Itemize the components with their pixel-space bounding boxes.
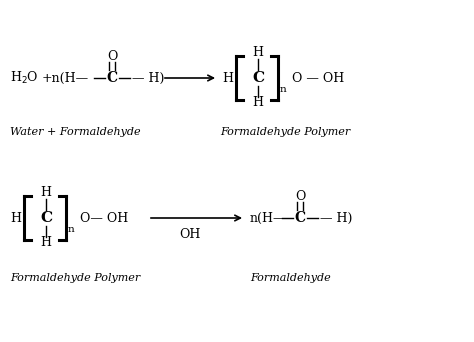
Text: +n(H—: +n(H— (42, 71, 89, 84)
Text: — H): — H) (320, 211, 352, 224)
Text: H: H (40, 237, 52, 250)
Text: H: H (253, 96, 264, 109)
Text: Formaldehyde Polymer: Formaldehyde Polymer (10, 273, 140, 283)
Text: O — OH: O — OH (292, 71, 344, 84)
Text: O— OH: O— OH (80, 211, 128, 224)
Text: C: C (294, 211, 306, 225)
Text: H$_2$O: H$_2$O (10, 70, 38, 86)
Text: C: C (252, 71, 264, 85)
Text: n(H—: n(H— (250, 211, 286, 224)
Text: H: H (222, 71, 233, 84)
Text: Formaldehyde Polymer: Formaldehyde Polymer (220, 127, 350, 137)
Text: C: C (40, 211, 52, 225)
Text: H: H (10, 211, 21, 224)
Text: — H): — H) (132, 71, 164, 84)
Text: H: H (253, 47, 264, 60)
Text: n: n (68, 225, 75, 235)
Text: Formaldehyde: Formaldehyde (250, 273, 331, 283)
Text: O: O (295, 189, 305, 202)
Text: OH: OH (179, 227, 201, 240)
Text: C: C (107, 71, 118, 85)
Text: H: H (40, 186, 52, 199)
Text: O: O (107, 50, 117, 63)
Text: Water + Formaldehyde: Water + Formaldehyde (10, 127, 141, 137)
Text: n: n (280, 86, 287, 94)
